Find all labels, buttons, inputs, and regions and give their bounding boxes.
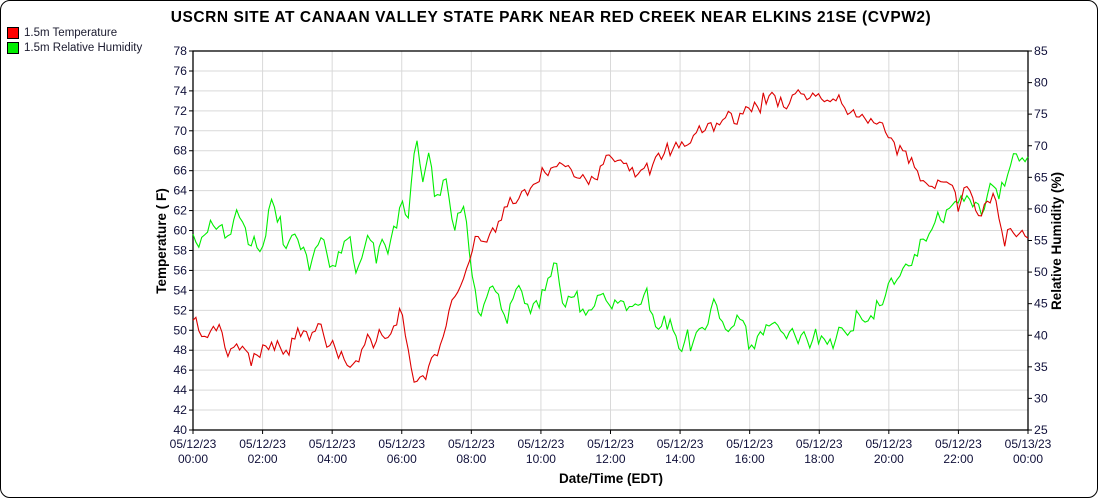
svg-text:05/12/23: 05/12/23 (587, 437, 634, 451)
svg-text:05/12/23: 05/12/23 (726, 437, 773, 451)
svg-text:00:00: 00:00 (178, 452, 208, 466)
svg-text:60: 60 (1034, 202, 1048, 216)
svg-text:50: 50 (173, 323, 187, 337)
svg-text:70: 70 (1034, 139, 1048, 153)
svg-text:40: 40 (1034, 328, 1048, 342)
svg-text:04:00: 04:00 (317, 452, 347, 466)
svg-text:68: 68 (173, 144, 187, 158)
svg-text:22:00: 22:00 (943, 452, 973, 466)
svg-text:05/12/23: 05/12/23 (657, 437, 704, 451)
svg-text:56: 56 (173, 263, 187, 277)
svg-text:08:00: 08:00 (456, 452, 486, 466)
svg-text:16:00: 16:00 (735, 452, 765, 466)
svg-text:10:00: 10:00 (526, 452, 556, 466)
svg-text:Temperature ( F): Temperature ( F) (154, 188, 169, 294)
svg-text:74: 74 (173, 84, 187, 98)
svg-text:66: 66 (173, 164, 187, 178)
svg-text:02:00: 02:00 (248, 452, 278, 466)
svg-text:65: 65 (1034, 170, 1048, 184)
svg-text:05/12/23: 05/12/23 (935, 437, 982, 451)
svg-text:52: 52 (173, 303, 187, 317)
svg-text:42: 42 (173, 403, 187, 417)
svg-text:78: 78 (173, 44, 187, 58)
svg-text:50: 50 (1034, 265, 1048, 279)
svg-text:05/13/23: 05/13/23 (1005, 437, 1052, 451)
svg-text:12:00: 12:00 (595, 452, 625, 466)
svg-text:40: 40 (173, 423, 187, 437)
svg-text:05/12/23: 05/12/23 (518, 437, 565, 451)
svg-text:18:00: 18:00 (804, 452, 834, 466)
svg-text:06:00: 06:00 (387, 452, 417, 466)
svg-text:05/12/23: 05/12/23 (796, 437, 843, 451)
svg-text:58: 58 (173, 243, 187, 257)
svg-text:Date/Time (EDT): Date/Time (EDT) (559, 471, 663, 486)
svg-text:05/12/23: 05/12/23 (865, 437, 912, 451)
svg-text:48: 48 (173, 343, 187, 357)
svg-text:30: 30 (1034, 391, 1048, 405)
svg-text:54: 54 (173, 283, 187, 297)
svg-text:72: 72 (173, 104, 187, 118)
svg-text:05/12/23: 05/12/23 (448, 437, 495, 451)
svg-text:70: 70 (173, 124, 187, 138)
svg-text:44: 44 (173, 383, 187, 397)
svg-text:00:00: 00:00 (1013, 452, 1043, 466)
svg-text:05/12/23: 05/12/23 (309, 437, 356, 451)
svg-text:75: 75 (1034, 107, 1048, 121)
svg-text:45: 45 (1034, 297, 1048, 311)
svg-text:80: 80 (1034, 76, 1048, 90)
svg-text:35: 35 (1034, 360, 1048, 374)
svg-text:Relative Humidity (%): Relative Humidity (%) (1049, 172, 1064, 310)
svg-text:20:00: 20:00 (874, 452, 904, 466)
svg-text:05/12/23: 05/12/23 (378, 437, 425, 451)
svg-text:64: 64 (173, 184, 187, 198)
svg-text:76: 76 (173, 64, 187, 78)
svg-text:60: 60 (173, 224, 187, 238)
svg-text:62: 62 (173, 204, 187, 218)
svg-text:25: 25 (1034, 423, 1048, 437)
svg-text:55: 55 (1034, 234, 1048, 248)
svg-text:05/12/23: 05/12/23 (239, 437, 286, 451)
svg-text:46: 46 (173, 363, 187, 377)
svg-text:05/12/23: 05/12/23 (170, 437, 217, 451)
svg-text:85: 85 (1034, 44, 1048, 58)
svg-text:14:00: 14:00 (665, 452, 695, 466)
